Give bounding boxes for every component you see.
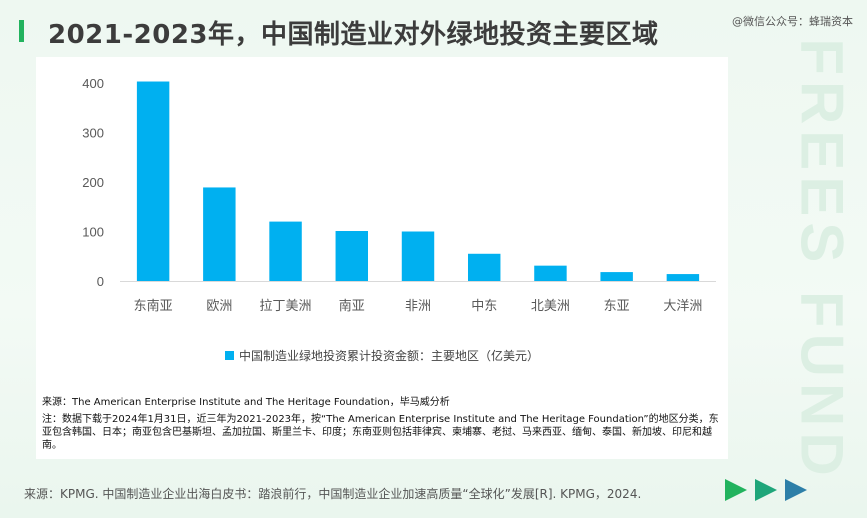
chart-legend: 中国制造业绿地投资累计投资金额：主要地区（亿美元） <box>36 347 728 364</box>
watermark: FREES FUND <box>782 38 862 481</box>
x-tick-label: 东南亚 <box>134 298 173 314</box>
x-tick-label: 非洲 <box>405 299 431 314</box>
bar-6 <box>467 253 501 281</box>
title-accent-bar <box>19 20 24 42</box>
x-tick-label: 拉丁美洲 <box>260 299 312 314</box>
x-tick-label: 北美洲 <box>531 299 570 314</box>
arrow-icon-2 <box>755 479 777 501</box>
bar-2 <box>203 187 236 281</box>
decorative-arrows <box>725 479 807 501</box>
x-tick-label: 大洋洲 <box>663 299 702 314</box>
bar-4 <box>335 231 369 281</box>
x-tick-label: 南亚 <box>339 298 365 314</box>
bar-5 <box>401 231 435 281</box>
y-tick-label: 200 <box>82 175 104 190</box>
x-tick-label: 中东 <box>471 299 497 314</box>
y-tick-label: 300 <box>82 126 104 141</box>
x-tick-label: 东亚 <box>604 299 630 314</box>
chart-source-note: 来源：The American Enterprise Institute and… <box>42 397 450 408</box>
bar-9 <box>666 274 700 281</box>
legend-swatch <box>224 351 234 360</box>
bar-chart: 0 100 200 300 400 东南亚 欧洲 拉丁美洲 南亚 非洲 中东 北美洲 东亚 大洋洲 <box>82 76 716 314</box>
bar-1 <box>136 81 170 281</box>
y-tick-label: 100 <box>82 225 104 240</box>
arrow-icon-1 <box>725 479 747 501</box>
bar-3 <box>269 221 302 281</box>
x-tick-label: 欧洲 <box>206 299 232 314</box>
page-title: 2021-2023年，中国制造业对外绿地投资主要区域 <box>48 20 659 50</box>
chart-panel: 0 100 200 300 400 东南亚 欧洲 拉丁美洲 南亚 非洲 中东 北美洲 东亚 大洋洲 中国制… <box>36 57 728 459</box>
arrow-icon-3 <box>785 479 807 501</box>
watermark-text: FREES FUND <box>788 38 856 482</box>
footer-source: 来源：KPMG. 中国制造业企业出海白皮书：踏浪前行，中国制造业企业加速高质量“… <box>24 487 642 501</box>
wechat-account-label: @微信公众号：蜂瑞资本 <box>732 15 853 28</box>
legend-label: 中国制造业绿地投资累计投资金额：主要地区（亿美元） <box>238 349 539 363</box>
bar-7 <box>534 265 567 281</box>
y-tick-label: 400 <box>82 76 104 91</box>
chart-footnote: 注：数据下载于2024年1月31日，近三年为2021-2023年，按“The A… <box>42 414 719 451</box>
y-tick-label: 0 <box>97 274 104 289</box>
bar-8 <box>600 272 633 281</box>
